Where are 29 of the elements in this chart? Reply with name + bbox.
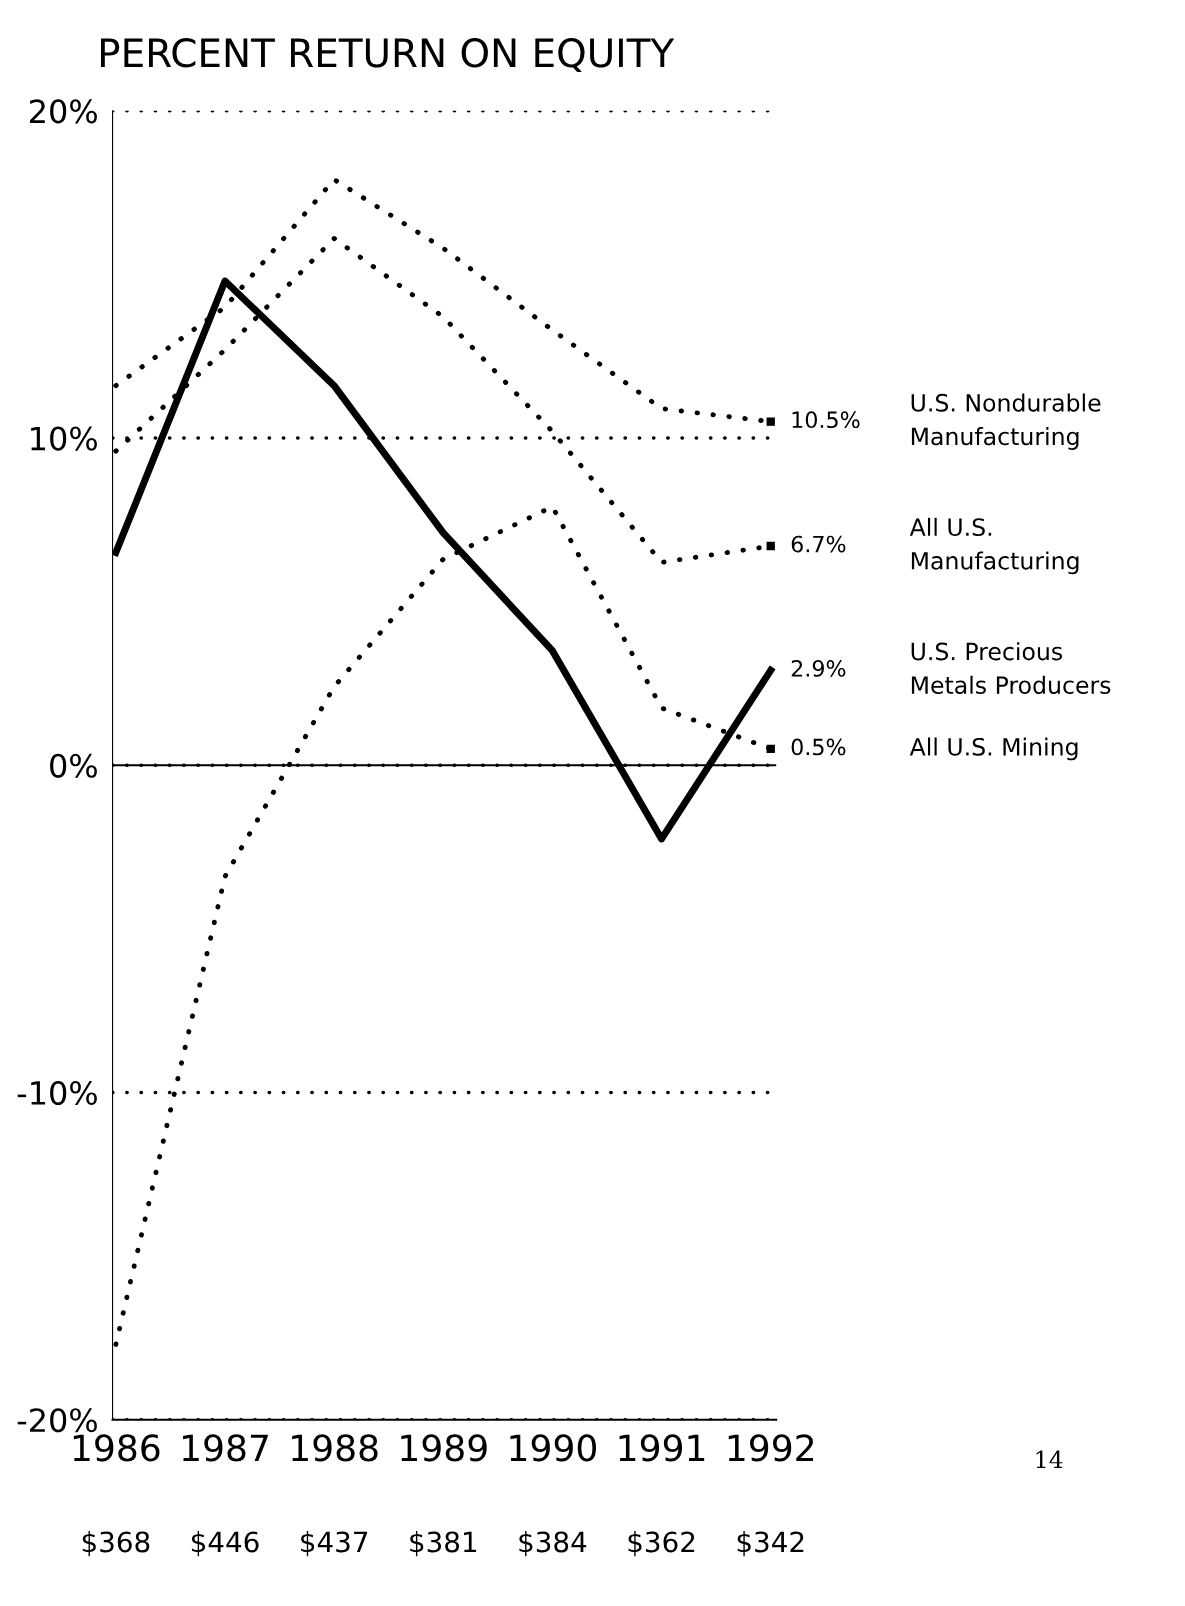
y-tick-label: 10%	[31, 426, 97, 451]
x-tick-label: 1988	[292, 1434, 378, 1462]
text: All U.S. Mining	[909, 737, 1078, 761]
x-tick-label: 1991	[619, 1434, 705, 1462]
x-tick-label: 1986	[73, 1434, 160, 1462]
data-label: 2.9%	[791, 660, 846, 677]
text: $446	[191, 1530, 259, 1557]
text: $381	[410, 1530, 477, 1557]
x-tick-label: 1992	[728, 1434, 814, 1462]
text: All U.S. Manufacturing	[909, 517, 1079, 575]
x-tick-label: 1989	[401, 1434, 487, 1462]
text: U.S. Nondurable Manufacturing	[911, 393, 1101, 450]
data-label: 10.5%	[792, 411, 860, 429]
chart-title: PERCENT RETURN ON EQUITY	[100, 38, 675, 72]
text: $342	[737, 1530, 804, 1557]
y-tick-label: -10%	[17, 1080, 97, 1106]
x-tick-label: 1990	[510, 1434, 596, 1462]
data-label: 0.5%	[791, 738, 846, 756]
text: $362	[628, 1530, 695, 1557]
data-label: 6.7%	[791, 535, 846, 553]
text: 14	[1036, 1450, 1063, 1468]
y-tick-label: -20%	[17, 1408, 97, 1433]
text: U.S. Precious Metals Producers	[911, 642, 1111, 695]
y-tick-label: 0%	[50, 753, 97, 778]
text: $368	[82, 1530, 150, 1557]
text: $384	[519, 1530, 587, 1557]
y-tick-label: 20%	[30, 99, 97, 124]
text: $437	[301, 1530, 368, 1557]
x-tick-label: 1987	[183, 1434, 268, 1462]
